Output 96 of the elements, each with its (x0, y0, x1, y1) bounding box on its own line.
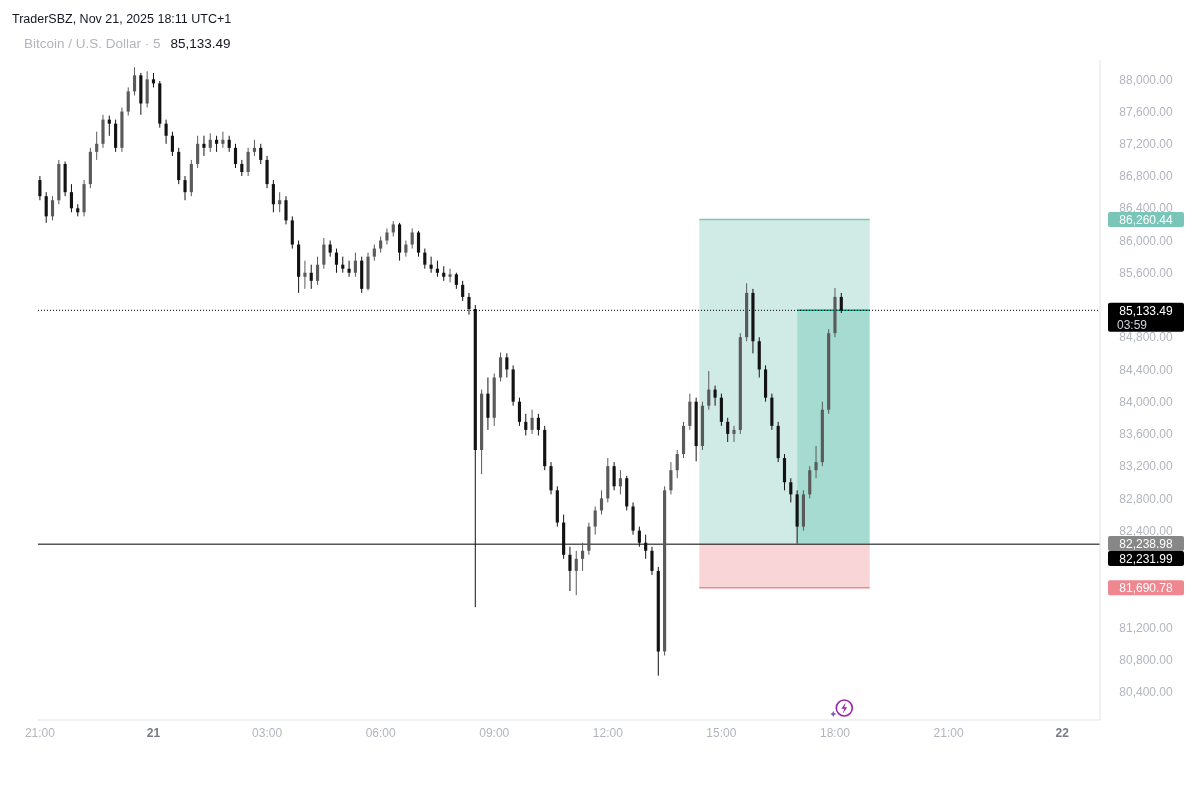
candlestick (593, 505, 597, 536)
candlestick (303, 260, 307, 290)
candlestick (385, 227, 389, 246)
candlestick (536, 413, 540, 437)
ref-line-label: 82,231.99 (1119, 551, 1174, 566)
candlestick (322, 237, 326, 270)
candlestick (410, 227, 414, 250)
candlestick (164, 119, 168, 145)
candlestick (644, 534, 648, 560)
candlestick (69, 183, 74, 213)
candlestick (814, 445, 818, 479)
candlestick (416, 230, 421, 258)
candlestick (599, 489, 604, 516)
y-tick-label: 82,400.00 (1119, 523, 1174, 538)
candlestick (132, 66, 137, 96)
candlestick (334, 248, 339, 274)
text: TraderSBZ, Nov 21, 2025 18:11 UTC+1 (12, 12, 232, 26)
candlestick (233, 143, 238, 169)
candlestick (404, 240, 408, 258)
y-tick-label: 82,238.98 (1119, 536, 1174, 551)
x-tick-label: 06:00 (365, 726, 396, 740)
candlestick (221, 131, 225, 149)
candlestick (448, 268, 452, 283)
y-tick-label: 87,600.00 (1119, 104, 1174, 119)
y-tick-label: 86,800.00 (1119, 169, 1174, 184)
y-tick-label: 84,800.00 (1119, 330, 1174, 345)
candlestick (524, 413, 528, 437)
x-tick-label: 09:00 (479, 726, 510, 740)
candlestick (574, 550, 578, 596)
y-tick-label: 84,000.00 (1119, 394, 1174, 409)
candlestick (208, 132, 212, 153)
candlestick (271, 179, 275, 213)
y-tick-label: 88,000.00 (1119, 72, 1174, 87)
chart-title: Bitcoin / U.S. Dollar · 5 (24, 36, 161, 51)
candlestick (44, 191, 48, 224)
candlestick (429, 256, 433, 274)
y-tick-label: 82,800.00 (1119, 491, 1174, 506)
y-tick-label: 80,400.00 (1119, 684, 1174, 699)
candlestick (530, 409, 534, 435)
y-tick-label: 83,200.00 (1119, 459, 1174, 474)
candlestick (461, 280, 465, 302)
candlestick (839, 292, 843, 314)
y-tick-label: 81,690.78 (1119, 581, 1174, 596)
candlestick (170, 131, 174, 157)
candlestick (353, 252, 357, 278)
candlestick (309, 264, 313, 290)
candlestick (183, 175, 187, 201)
candlestick (726, 417, 730, 443)
candlestick (95, 131, 99, 161)
candlestick (347, 260, 351, 278)
candlestick (126, 86, 130, 117)
y-tick-label: 84,400.00 (1119, 362, 1174, 377)
candlestick (38, 175, 42, 201)
candlestick (650, 546, 654, 576)
candlestick (467, 292, 471, 316)
candlestick (315, 256, 320, 286)
y-tick-label: 80,800.00 (1119, 652, 1174, 667)
candlestick (50, 195, 55, 221)
candlestick (505, 352, 509, 379)
x-tick-label: 21 (146, 726, 161, 740)
y-tick-label: 85,600.00 (1119, 265, 1174, 280)
ref-line-label: 85,133.49 (1119, 303, 1174, 318)
x-tick-label: 21:00 (24, 726, 56, 740)
candlestick (278, 191, 282, 213)
x-tick-label: 15:00 (706, 726, 737, 740)
x-tick-label: 03:00 (252, 726, 283, 740)
x-tick-label: 12:00 (592, 726, 624, 740)
candlestick (196, 135, 200, 169)
candlestick (675, 449, 679, 479)
candlestick (259, 143, 263, 165)
candlestick (612, 461, 616, 491)
chart-subtitle: 85,133.49 (170, 36, 231, 51)
text: 03:59 (1117, 317, 1148, 332)
candlestick (732, 425, 736, 443)
candlestick (669, 461, 673, 495)
candlestick (618, 469, 623, 495)
candlestick (284, 195, 288, 225)
candlestick (580, 542, 585, 572)
candlestick (423, 248, 427, 270)
candlestick (637, 526, 641, 548)
candlestick (789, 477, 793, 503)
candlestick (202, 135, 206, 157)
x-tick-label: 22 (1055, 726, 1070, 740)
candlestick (713, 385, 717, 407)
candlestick (707, 370, 711, 411)
candlestick (517, 397, 522, 427)
candlestick (568, 546, 572, 592)
x-tick-label: 18:00 (819, 726, 851, 740)
y-tick-label: 81,200.00 (1119, 620, 1174, 635)
x-tick-label: 21:00 (933, 726, 964, 740)
y-tick-label: 87,200.00 (1119, 137, 1174, 152)
y-tick-label: 83,600.00 (1119, 427, 1174, 442)
candlestick (498, 352, 503, 383)
candlestick (107, 115, 111, 137)
candlestick (246, 147, 250, 177)
y-tick-label: 86,000.00 (1119, 233, 1174, 248)
